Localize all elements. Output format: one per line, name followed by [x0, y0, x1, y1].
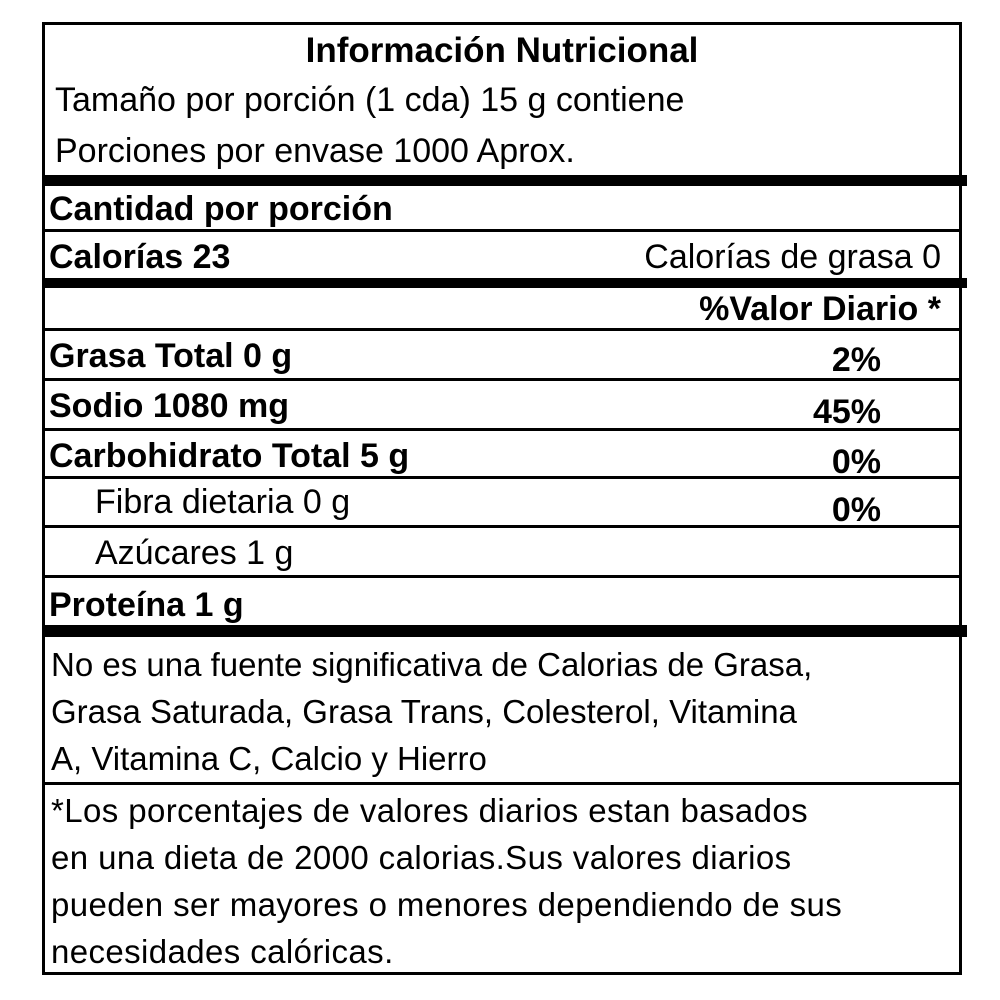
- divider-thick: [42, 625, 967, 637]
- nutrient-dv: 0%: [831, 491, 881, 529]
- nutrient-row: Sodio 1080 mg 45%: [45, 381, 959, 431]
- amount-per-serving-row: Cantidad por porción: [45, 186, 959, 232]
- nutrient-row: Fibra dietaria 0 g 0%: [45, 479, 959, 529]
- nutrient-row: Grasa Total 0 g 2%: [45, 331, 959, 381]
- amount-per-serving: Cantidad por porción: [49, 190, 393, 228]
- nutrient-label: Sodio 1080 mg: [49, 387, 289, 425]
- nutrient-row: Proteína 1 g: [45, 578, 959, 627]
- nutrient-row: Carbohidrato Total 5 g 0%: [45, 431, 959, 481]
- nutrient-dv: 2%: [831, 341, 881, 379]
- note-text: No es una fuente significativa de Calori…: [51, 646, 813, 777]
- daily-value-header: %Valor Diario *: [699, 290, 941, 328]
- divider-thick: [42, 175, 967, 186]
- nutrient-dv: 0%: [831, 443, 881, 481]
- divider-thick: [42, 278, 967, 288]
- note-section: No es una fuente significativa de Calori…: [45, 637, 959, 785]
- nutrient-label: Azúcares 1 g: [95, 534, 294, 572]
- calories-row: Calorías 23 Calorías de grasa 0: [45, 232, 959, 280]
- servings-per-container: Porciones por envase 1000 Aprox.: [55, 132, 575, 170]
- calories: Calorías 23: [49, 238, 231, 276]
- nutrient-label: Proteína 1 g: [49, 586, 244, 624]
- nutrient-label: Fibra dietaria 0 g: [95, 483, 351, 521]
- nutrient-dv: 45%: [812, 393, 881, 431]
- nutrient-label: Carbohidrato Total 5 g: [49, 437, 410, 475]
- footnote-section: *Los porcentajes de valores diarios esta…: [45, 785, 959, 975]
- label-title: Información Nutricional: [305, 31, 699, 70]
- footnote-text: *Los porcentajes de valores diarios esta…: [51, 792, 843, 970]
- nutrition-facts-label: Información Nutricional Tamaño por porci…: [42, 22, 967, 975]
- fat-calories: Calorías de grasa 0: [644, 238, 941, 276]
- header-section: Información Nutricional Tamaño por porci…: [45, 25, 959, 178]
- daily-value-header-row: %Valor Diario *: [45, 288, 959, 331]
- nutrient-row: Azúcares 1 g: [45, 528, 959, 578]
- nutrient-label: Grasa Total 0 g: [49, 337, 293, 375]
- serving-size: Tamaño por porción (1 cda) 15 g contiene: [55, 81, 685, 119]
